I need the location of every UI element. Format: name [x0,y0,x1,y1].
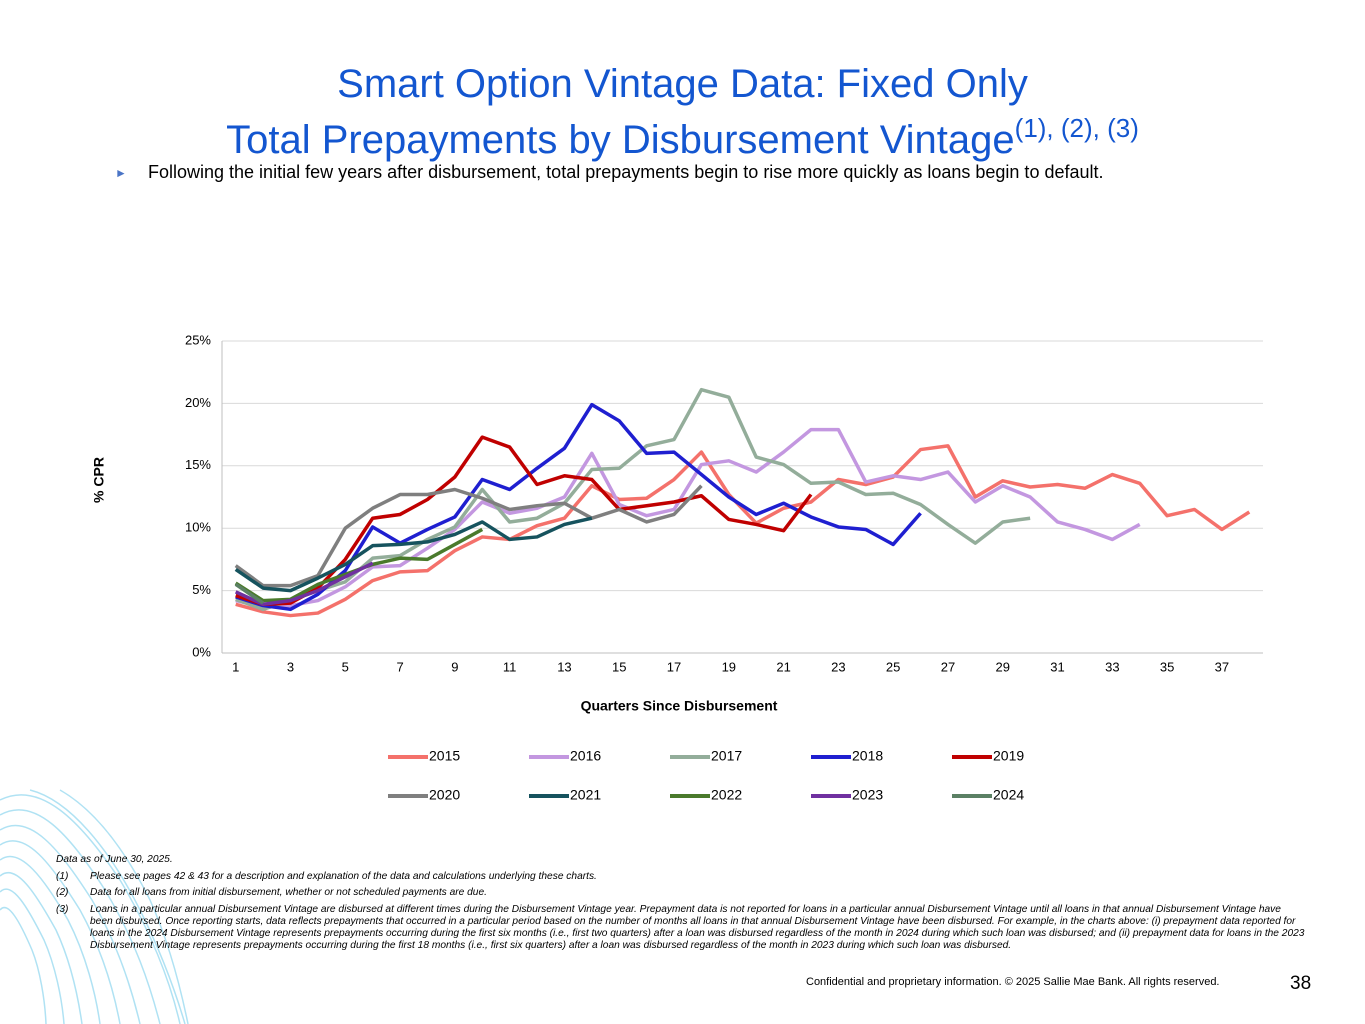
footnote-text: Please see pages 42 & 43 for a descripti… [90,871,597,882]
x-tick-label: 35 [1160,659,1174,674]
x-tick-label: 17 [667,659,681,674]
bullet-text: Following the initial few years after di… [148,162,1104,182]
x-tick-label: 1 [232,659,239,674]
title-line2-wrap: Total Prepayments by Disbursement Vintag… [0,106,1365,162]
series-line [235,444,1251,618]
x-tick-label: 33 [1105,659,1119,674]
series-line [235,435,813,607]
legend-label: 2024 [993,787,1024,803]
x-tick-label: 15 [612,659,626,674]
x-tick-label: 3 [287,659,294,674]
y-tick-label: 25% [185,332,211,347]
x-tick-label: 7 [396,659,403,674]
x-tick-label: 25 [886,659,900,674]
x-tick-label: 9 [451,659,458,674]
footnote-marker: (2) [56,887,69,898]
x-tick-label: 19 [722,659,736,674]
legend-label: 2020 [429,787,460,803]
footnote-as-of: Data as of June 30, 2025. [56,854,173,865]
confidential-note: Confidential and proprietary information… [806,976,1220,988]
x-tick-label: 37 [1215,659,1229,674]
legend-label: 2015 [429,748,460,764]
footnote: (3) Loans in a particular annual Disburse… [56,904,1306,952]
legend-label: 2018 [852,748,883,764]
x-tick-label: 11 [503,659,517,674]
series-line [234,582,265,605]
x-tick-label: 5 [342,659,349,674]
series-line [234,484,703,588]
footnote: (2) Data for all loans from initial disbu… [56,887,1306,899]
title-line1: Smart Option Vintage Data: Fixed Only [337,62,1028,106]
y-tick-label: 10% [185,520,211,535]
legend-label: 2019 [993,748,1024,764]
x-tick-label: 29 [996,659,1010,674]
decoration [0,789,189,1024]
series-line [234,561,374,607]
x-tick-label: 21 [776,659,790,674]
series-line [235,427,1141,609]
legend-label: 2023 [852,787,883,803]
footnote-text: Loans in a particular annual Disbursemen… [90,904,1305,951]
x-tick-label: 13 [557,659,571,674]
series-line [234,516,593,593]
page-number: 38 [1290,973,1312,994]
y-tick-label: 20% [185,395,211,410]
title-line2: Total Prepayments by Disbursement Vintag… [226,118,1015,162]
x-axis-label: Quarters Since Disbursement [581,698,778,714]
title-superscript: (1), (2), (3) [1014,113,1139,143]
x-tick-label: 23 [831,659,845,674]
x-tick-label: 31 [1050,659,1064,674]
y-axis-label: % CPR [91,457,107,503]
y-tick-label: 5% [192,582,211,597]
bullet-marker: ► [115,166,127,180]
legend-label: 2016 [570,748,601,764]
series-line [235,387,1031,612]
legend-label: 2022 [711,787,742,803]
legend-label: 2021 [570,787,601,803]
footnote-text: Data for all loans from initial disburse… [90,887,487,898]
footnote-marker: (1) [56,871,69,882]
y-tick-label: 15% [185,457,211,472]
footnote-marker: (3) [56,904,69,915]
footnote: (1) Please see pages 42 & 43 for a descri… [56,871,1306,883]
x-tick-label: 27 [941,659,955,674]
y-tick-label: 0% [192,644,211,659]
legend-label: 2017 [711,748,742,764]
